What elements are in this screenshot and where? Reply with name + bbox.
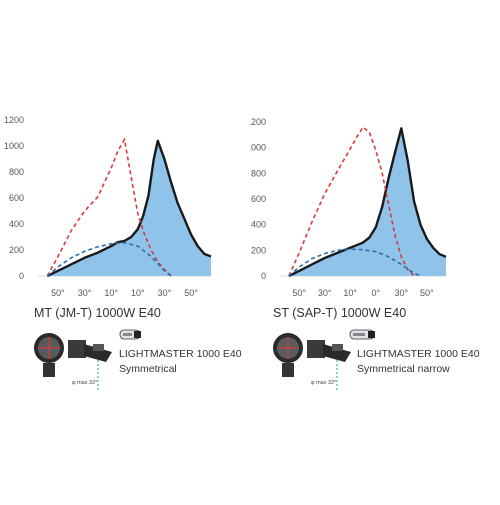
y-tick-label: 400 [251,220,266,230]
chart-title: ST (SAP-T) 1000W E40 [273,306,406,320]
y-tick-label: 1000 [250,143,266,153]
y-tick-label: 1200 [250,117,266,127]
x-tick-label: 50° [420,288,434,298]
y-tick-label: 1000 [4,141,24,151]
series-line-1 [288,125,415,277]
y-tick-label: 600 [9,193,24,203]
y-tick-label: 1200 [4,115,24,125]
x-tick-label: 50° [184,288,198,298]
x-tick-label: 30° [318,288,332,298]
y-tick-label: 400 [9,219,24,229]
y-tick-label: 800 [9,167,24,177]
chart-title: MT (JM-T) 1000W E40 [34,306,161,320]
luminaire-illustration: φ max 32° [273,329,375,392]
y-tick-label: 200 [9,245,24,255]
lamp-tube-icon [119,329,141,340]
x-tick-label: 10° [104,288,118,298]
lamp-tube-icon [349,329,375,340]
floodlight-front-icon [34,333,64,377]
y-tick-label: 200 [251,245,266,255]
series-line-0 [46,139,212,278]
floodlight-side-icon [68,340,112,362]
tilt-note: φ max 32° [72,380,97,386]
x-tick-label: 30° [158,288,172,298]
x-tick-label: 30° [394,288,408,298]
series-line-2 [46,241,172,277]
panel-right: 0 200 400 600 800 1000 1200 50° 30° 10° 0° 30° 50° S… [246,0,500,500]
y-tick-label: 600 [251,194,266,204]
series-area-0 [47,140,211,276]
x-tick-label: 10° [343,288,357,298]
distribution-type: Symmetrical [119,363,177,375]
x-tick-label: 50° [292,288,306,298]
x-tick-label: 30° [78,288,92,298]
product-name: LIGHTMASTER 1000 E40 [357,348,480,360]
y-tick-label: 800 [251,168,266,178]
x-tick-label: 0° [371,288,380,298]
floodlight-side-icon [307,340,351,362]
series-area-0 [288,128,446,276]
tilt-note: φ max 32° [311,380,336,386]
x-tick-label: 10° [131,288,145,298]
series-line-1 [46,137,172,277]
chart-st-sap-t: 0 200 400 600 800 1000 1200 50° 30° 10° 0° 30° 50° S… [246,117,480,392]
floodlight-front-icon [273,333,303,377]
product-name: LIGHTMASTER 1000 E40 [119,348,242,360]
panel-left: 0 200 400 600 800 1000 1200 50° 30° 10° 10° 30° 50° … [0,0,250,500]
luminaire-illustration: φ max 32° [34,329,141,392]
series-line-0 [288,127,447,278]
x-tick-label: 50° [51,288,65,298]
y-tick-label: 0 [261,271,266,281]
distribution-type: Symmetrical narrow [357,363,450,375]
y-tick-label: 0 [19,271,24,281]
